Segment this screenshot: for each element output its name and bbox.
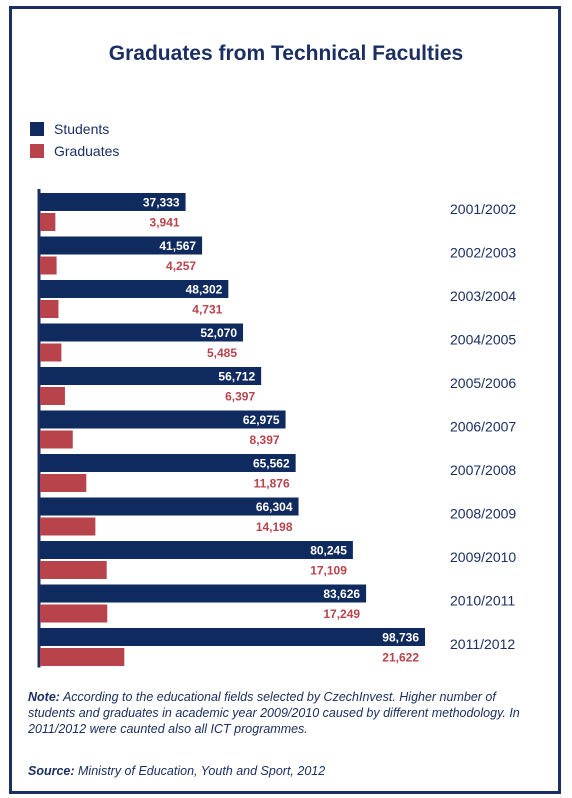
source-label: Source: (28, 764, 75, 778)
students-bar (40, 584, 367, 603)
graduates-bar (40, 474, 87, 492)
students-bar (40, 410, 286, 429)
graduates-value-label: 3,941 (150, 216, 180, 230)
category-label: 2009/2010 (450, 549, 516, 565)
graduates-bar (40, 256, 57, 275)
graduates-bar (40, 387, 65, 405)
students-bar (40, 454, 296, 472)
legend-item-students: Students (30, 118, 119, 140)
students-value-label: 37,333 (143, 196, 180, 210)
legend-label-students: Students (54, 121, 110, 137)
graduates-value-label: 4,731 (192, 303, 222, 317)
graduates-value-label: 11,876 (254, 477, 290, 491)
legend: Students Graduates (30, 118, 119, 162)
students-value-label: 98,736 (382, 631, 419, 645)
graduates-bar (40, 343, 62, 362)
category-label: 2001/2002 (450, 201, 516, 217)
students-value-label: 66,304 (256, 500, 293, 514)
students-bar (40, 497, 299, 516)
students-value-label: 41,567 (159, 239, 196, 253)
students-value-label: 52,070 (200, 326, 237, 340)
category-label: 2002/2003 (450, 245, 516, 261)
graduates-bar (40, 561, 107, 579)
graduates-bar (40, 213, 56, 231)
students-value-label: 83,626 (323, 587, 360, 601)
category-label: 2010/2011 (450, 593, 515, 609)
category-label: 2005/2006 (450, 375, 516, 391)
graduates-value-label: 6,397 (225, 390, 255, 404)
legend-swatch-students (30, 122, 44, 136)
graduates-bar (40, 430, 73, 449)
source-text: Ministry of Education, Youth and Sport, … (74, 764, 326, 778)
graduates-bar (40, 648, 125, 666)
graduates-value-label: 17,109 (310, 564, 347, 578)
graduates-bar (40, 300, 59, 318)
source: Source: Ministry of Education, Youth and… (28, 764, 325, 778)
students-bar (40, 541, 353, 559)
students-value-label: 65,562 (253, 457, 290, 471)
legend-swatch-graduates (30, 144, 44, 158)
students-bar (40, 193, 186, 211)
graduates-value-label: 5,485 (207, 346, 237, 360)
graduates-bar (40, 517, 96, 536)
category-label: 2003/2004 (450, 288, 516, 304)
students-bar (40, 280, 229, 298)
category-label: 2004/2005 (450, 332, 516, 348)
category-label: 2007/2008 (450, 462, 516, 478)
note-label: Note: (28, 690, 60, 704)
graduates-value-label: 14,198 (256, 520, 293, 534)
graduates-value-label: 4,257 (166, 259, 196, 273)
note: Note: According to the educational field… (28, 689, 528, 737)
students-bar (40, 628, 425, 646)
students-bar (40, 367, 262, 385)
category-label: 2006/2007 (450, 419, 516, 435)
students-value-label: 48,302 (186, 283, 223, 297)
legend-item-graduates: Graduates (30, 140, 119, 162)
note-text: According to the educational fields sele… (28, 690, 520, 736)
graduates-value-label: 21,622 (382, 651, 419, 665)
students-value-label: 80,245 (310, 544, 347, 558)
chart-title: Graduates from Technical Faculties (108, 42, 464, 65)
graduates-value-label: 8,397 (250, 433, 280, 447)
category-label: 2011/2012 (450, 636, 515, 652)
students-bar (40, 323, 244, 342)
students-value-label: 56,712 (218, 370, 255, 384)
graduates-value-label: 17,249 (323, 607, 360, 621)
category-label: 2008/2009 (450, 506, 516, 522)
legend-label-graduates: Graduates (54, 143, 120, 159)
students-bar (40, 236, 203, 255)
graduates-bar (40, 604, 108, 623)
students-value-label: 62,975 (243, 413, 280, 427)
